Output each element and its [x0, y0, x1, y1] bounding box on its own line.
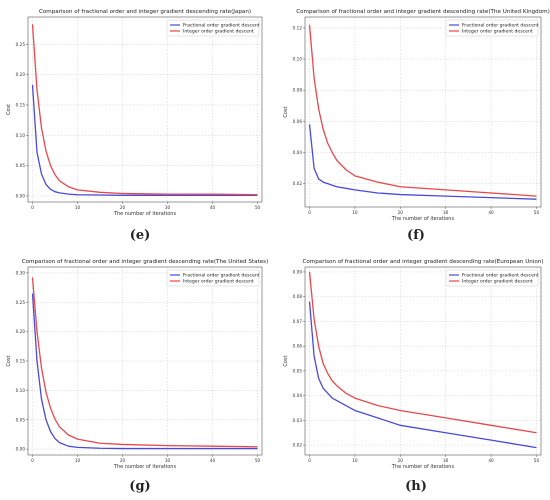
- legend-label: Integer order gradient descent: [462, 279, 533, 285]
- legend-box: [445, 19, 539, 37]
- x-tick-label: 10: [75, 458, 81, 463]
- legend-label: Integer order gradient descent: [183, 29, 254, 35]
- y-tick-label: 0.05: [293, 368, 303, 373]
- x-tick-label: 40: [488, 210, 494, 215]
- legend: Fractional order gradient descentInteger…: [166, 19, 260, 37]
- y-tick-label: 0.15: [16, 359, 26, 364]
- series-line-fractional: [308, 301, 537, 449]
- legend: Fractional order gradient descentInteger…: [445, 269, 539, 287]
- y-tick-label: 0.04: [293, 150, 303, 155]
- x-tick-label: 0: [308, 210, 311, 215]
- panel-caption: (e): [130, 228, 151, 243]
- legend-box: [166, 269, 260, 287]
- x-tick-label: 50: [255, 458, 261, 463]
- y-axis-label: Cost: [283, 106, 289, 117]
- x-tick-label: 30: [165, 458, 171, 463]
- chart-panel-f: Comparison of fractional order and integ…: [283, 9, 550, 243]
- y-tick-label: 0.08: [293, 88, 303, 93]
- series-line-fractional: [31, 84, 258, 196]
- series-line-integer: [308, 24, 537, 197]
- x-tick-label: 20: [120, 458, 126, 463]
- x-tick-label: 0: [31, 458, 34, 463]
- plot-frame: [27, 16, 263, 203]
- series-line-integer: [31, 24, 258, 196]
- chart-title: Comparison of fractional order and integ…: [22, 259, 269, 265]
- y-axis-label: Cost: [6, 104, 12, 115]
- plot-frame: [304, 266, 542, 456]
- y-tick-label: 0.00: [16, 447, 26, 452]
- x-tick-label: 50: [534, 458, 540, 463]
- y-tick-label: 0.20: [16, 72, 26, 77]
- chart-panel-g: Comparison of fractional order and integ…: [6, 259, 268, 494]
- x-tick-label: 10: [75, 205, 81, 210]
- chart-panel-h: Comparison of fractional order and integ…: [283, 259, 544, 494]
- chart-panel-e: Comparison of fractional order and integ…: [6, 9, 263, 243]
- panel-caption: (g): [129, 479, 150, 494]
- legend-label: Fractional order gradient descent: [183, 273, 260, 279]
- y-tick-label: 0.15: [16, 102, 26, 107]
- y-tick-label: 0.02: [293, 443, 303, 448]
- x-tick-label: 10: [352, 210, 358, 215]
- y-axis-label: Cost: [283, 355, 289, 366]
- x-axis-label: The number of iterations: [391, 464, 455, 470]
- legend-label: Integer order gradient descent: [462, 29, 533, 35]
- chart-title: Comparison of fractional order and integ…: [39, 9, 251, 15]
- y-tick-label: 0.03: [293, 418, 303, 423]
- y-tick-label: 0.07: [293, 319, 303, 324]
- x-tick-label: 0: [31, 205, 34, 210]
- legend-label: Fractional order gradient descent: [462, 23, 539, 29]
- x-tick-label: 30: [443, 458, 449, 463]
- legend-box: [445, 269, 539, 287]
- x-tick-label: 20: [398, 458, 404, 463]
- x-tick-label: 10: [352, 458, 358, 463]
- panel-caption: (h): [405, 479, 427, 494]
- series-line-fractional: [31, 293, 258, 450]
- x-axis-label: The number of iterations: [391, 216, 455, 222]
- x-tick-label: 30: [443, 210, 449, 215]
- y-tick-label: 0.08: [293, 294, 303, 299]
- y-tick-label: 0.25: [16, 42, 26, 47]
- y-tick-label: 0.06: [293, 119, 303, 124]
- y-tick-label: 0.10: [16, 133, 26, 138]
- y-tick-label: 0.06: [293, 344, 303, 349]
- series-line-fractional: [308, 124, 537, 200]
- chart-title: Comparison of fractional order and integ…: [296, 9, 550, 15]
- x-tick-label: 40: [210, 205, 216, 210]
- x-tick-label: 20: [120, 205, 126, 210]
- y-tick-label: 0.30: [16, 270, 26, 275]
- legend-box: [166, 19, 260, 37]
- y-tick-label: 0.25: [16, 300, 26, 305]
- y-tick-label: 0.20: [16, 329, 26, 334]
- y-tick-label: 0.09: [293, 269, 303, 274]
- x-tick-label: 50: [534, 210, 540, 215]
- plot-frame: [304, 16, 542, 208]
- x-tick-label: 0: [308, 458, 311, 463]
- x-tick-label: 30: [165, 205, 171, 210]
- x-axis-label: The number of iterations: [113, 211, 177, 217]
- legend-label: Fractional order gradient descent: [183, 23, 260, 29]
- x-axis-label: The number of iterations: [113, 464, 177, 470]
- y-tick-label: 0.00: [16, 193, 26, 198]
- y-tick-label: 0.10: [293, 57, 303, 62]
- y-tick-label: 0.12: [293, 25, 303, 30]
- y-tick-label: 0.02: [293, 181, 303, 186]
- legend-label: Integer order gradient descent: [183, 279, 254, 285]
- legend-label: Fractional order gradient descent: [462, 273, 539, 279]
- x-tick-label: 20: [398, 210, 404, 215]
- x-tick-label: 50: [255, 205, 261, 210]
- chart-title: Comparison of fractional order and integ…: [302, 259, 543, 265]
- series-line-integer: [31, 277, 258, 448]
- legend: Fractional order gradient descentInteger…: [445, 19, 539, 37]
- legend: Fractional order gradient descentInteger…: [166, 269, 260, 287]
- series-line-integer: [308, 271, 537, 434]
- y-axis-label: Cost: [6, 355, 12, 366]
- y-tick-label: 0.05: [16, 163, 26, 168]
- panel-caption: (f): [407, 228, 425, 243]
- y-tick-label: 0.10: [16, 388, 26, 393]
- y-tick-label: 0.05: [16, 417, 26, 422]
- x-tick-label: 40: [210, 458, 216, 463]
- x-tick-label: 40: [488, 458, 494, 463]
- y-tick-label: 0.04: [293, 393, 303, 398]
